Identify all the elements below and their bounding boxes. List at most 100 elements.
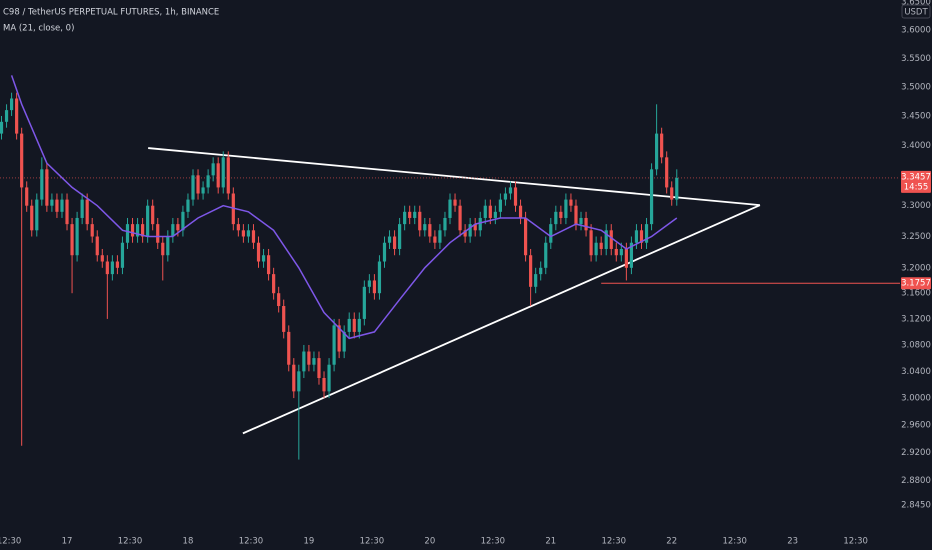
- candle-body: [634, 230, 639, 243]
- candle-body: [649, 169, 654, 225]
- candle-body: [589, 230, 593, 256]
- candle-body: [342, 331, 346, 352]
- candle-body: [151, 205, 155, 225]
- candle-body: [332, 325, 336, 365]
- x-tick-label: 19: [303, 537, 314, 547]
- candle-body: [95, 236, 99, 256]
- candle-body: [574, 205, 578, 225]
- candle-body: [35, 199, 39, 231]
- candle-body: [382, 242, 387, 262]
- y-tick-label: 3.2500: [901, 232, 931, 242]
- candle-body: [347, 318, 351, 332]
- candle-body: [55, 199, 59, 212]
- candle-body: [660, 133, 664, 158]
- candle-body: [75, 217, 79, 256]
- y-tick-label: 3.6000: [901, 26, 931, 36]
- candle-body: [50, 199, 54, 206]
- candle-body: [438, 230, 442, 243]
- candle-body: [513, 187, 518, 206]
- x-tick-label: 20: [424, 537, 435, 547]
- candle-body: [503, 193, 508, 200]
- candle-body: [609, 230, 613, 249]
- chart-title: C98 / TetherUS PERPETUAL FUTURES, 1h, BI…: [3, 8, 219, 18]
- candle-body: [0, 121, 4, 134]
- candle-body: [65, 199, 69, 225]
- candle-body: [246, 230, 251, 237]
- candle-body: [398, 224, 402, 249]
- candle-body: [216, 163, 220, 188]
- candle-body: [579, 217, 583, 225]
- y-tick-label: 3.5500: [901, 54, 931, 64]
- candle-body: [146, 205, 150, 237]
- candle-body: [483, 205, 487, 218]
- trend-line: [148, 147, 760, 207]
- candle-body: [357, 318, 361, 332]
- candle-body: [624, 248, 628, 268]
- candle-body: [15, 98, 19, 134]
- candle-body: [453, 199, 457, 206]
- x-tick-label: 17: [62, 537, 73, 547]
- candle-body: [120, 242, 125, 268]
- candle-body: [60, 199, 64, 212]
- x-tick-label: 12:30: [481, 537, 506, 547]
- candle-body: [448, 199, 452, 218]
- y-tick-label: 3.4000: [901, 141, 931, 151]
- x-tick-label: 12:30: [360, 537, 385, 547]
- candle-body: [156, 224, 160, 243]
- candle-body: [322, 377, 326, 392]
- candle-body: [20, 133, 24, 188]
- y-tick-label: 3.4500: [901, 111, 931, 121]
- candle-body: [191, 175, 195, 200]
- candle-body: [418, 211, 422, 231]
- candle-body: [125, 224, 130, 243]
- candle-body: [387, 236, 392, 243]
- candle-body: [297, 371, 301, 392]
- candle-body: [161, 242, 165, 256]
- x-tick-label: 23: [787, 537, 798, 547]
- candle-body: [277, 293, 281, 307]
- candle-body: [90, 224, 94, 237]
- candle-body: [115, 261, 120, 268]
- candle-body: [337, 325, 341, 352]
- candle-body: [9, 98, 14, 111]
- candle-body: [251, 230, 256, 243]
- candle-body: [241, 230, 245, 237]
- candle-body: [523, 217, 528, 256]
- candle-body: [473, 224, 477, 231]
- y-tick-label: 3.2000: [901, 263, 931, 273]
- candle-body: [4, 110, 9, 122]
- candle-body: [569, 199, 573, 206]
- candle-body: [226, 157, 230, 194]
- candle-body: [518, 205, 523, 218]
- candle-body: [171, 224, 175, 237]
- x-tick-label: 12:30: [118, 537, 143, 547]
- candle-body: [372, 280, 377, 294]
- candle-body: [272, 274, 276, 294]
- candle-body: [584, 217, 588, 231]
- candle-body: [45, 169, 49, 206]
- candle-body: [100, 255, 104, 262]
- candle-body: [196, 175, 200, 194]
- candle-body: [403, 211, 407, 225]
- y-tick-label: 2.8800: [901, 476, 931, 486]
- candle-body: [534, 274, 538, 287]
- candle-body: [40, 169, 44, 200]
- candle-body: [639, 230, 644, 243]
- moving-average: [10, 75, 678, 340]
- currency-label: USDT: [904, 8, 928, 18]
- candle-body: [206, 175, 210, 188]
- candle-body: [594, 242, 598, 256]
- x-tick-label: 12:30: [239, 537, 264, 547]
- y-tick-label: 3.5000: [901, 82, 931, 92]
- candle-body: [70, 224, 74, 256]
- candle-body: [549, 224, 553, 243]
- ma-legend: MA (21, close, 0): [3, 24, 74, 34]
- candle-body: [377, 261, 382, 294]
- candle-body: [302, 351, 306, 372]
- candle-body: [130, 224, 135, 237]
- candle-body: [352, 318, 356, 332]
- price-line-label: 3.1757: [901, 279, 931, 289]
- candle-body: [201, 187, 205, 194]
- candle-body: [135, 224, 140, 237]
